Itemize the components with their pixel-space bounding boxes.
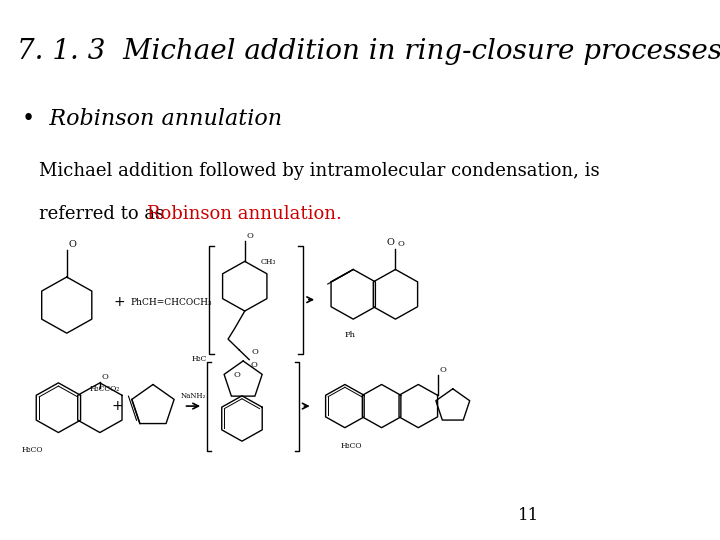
Text: O: O xyxy=(439,366,446,374)
Text: H₃CO: H₃CO xyxy=(22,446,44,454)
Text: O: O xyxy=(251,361,257,369)
Text: O: O xyxy=(234,370,240,379)
Text: CH₃: CH₃ xyxy=(261,258,276,266)
Text: Ph: Ph xyxy=(345,331,356,339)
Text: +: + xyxy=(114,295,125,309)
Text: O: O xyxy=(102,373,109,381)
Text: +: + xyxy=(111,399,122,413)
Text: Robinson annulation.: Robinson annulation. xyxy=(148,205,342,223)
Text: H₃CCO₂: H₃CCO₂ xyxy=(89,385,120,393)
Text: referred to as: referred to as xyxy=(39,205,170,223)
Text: 7. 1. 3  Michael addition in ring-closure processes: 7. 1. 3 Michael addition in ring-closure… xyxy=(17,38,720,65)
Text: PhCH=CHCOCH₃: PhCH=CHCOCH₃ xyxy=(131,298,212,307)
Text: O: O xyxy=(387,238,395,247)
Text: O: O xyxy=(397,240,404,248)
Text: NaNH₂: NaNH₂ xyxy=(181,392,206,400)
Text: H₃CO: H₃CO xyxy=(341,442,362,450)
Text: O: O xyxy=(246,232,253,240)
Text: O: O xyxy=(251,348,258,356)
Text: H₃C: H₃C xyxy=(192,355,207,363)
Text: O: O xyxy=(69,240,77,249)
Text: •  Robinson annulation: • Robinson annulation xyxy=(22,108,282,130)
Text: Michael addition followed by intramolecular condensation, is: Michael addition followed by intramolecu… xyxy=(39,162,600,180)
Text: 11: 11 xyxy=(518,507,539,524)
